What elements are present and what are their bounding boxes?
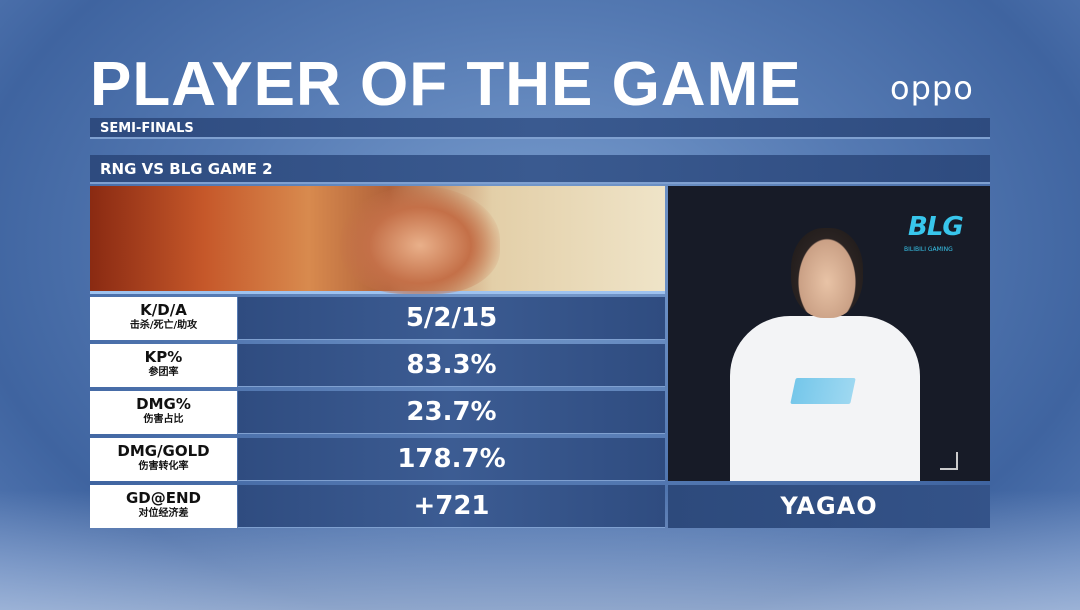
sponsor-logo: oppo [890,69,974,107]
stat-row: GD@END 对位经济差 +721 [90,485,665,528]
player-name: YAGAO [668,485,990,528]
player-photo: BLG BILIBILI GAMING [668,186,990,481]
stat-value: 178.7% [238,438,665,481]
stage-bar: SEMI-FINALS [90,118,990,139]
player-head [791,228,863,318]
stat-label-cn: 参团率 [148,367,179,378]
match-bar: RNG VS BLG GAME 2 [90,155,990,184]
stat-label: KP% 参团率 [90,344,237,387]
stat-label: K/D/A 击杀/死亡/助攻 [90,297,237,340]
stat-label-cn: 击杀/死亡/助攻 [129,320,198,331]
shirt-logo [790,378,856,404]
stat-label-cn: 对位经济差 [138,508,189,519]
stat-value: 5/2/15 [238,297,665,340]
stat-label-en: GD@END [125,489,201,507]
stat-label-en: DMG% [136,395,191,413]
champion-face [340,186,500,294]
stat-label-en: KP% [144,348,183,366]
stat-value: 83.3% [238,344,665,387]
stat-label-en: K/D/A [140,301,187,319]
stat-value: 23.7% [238,391,665,434]
page-title: PLAYER OF THE GAME [90,52,802,118]
stat-label: DMG/GOLD 伤害转化率 [90,438,237,481]
champion-splash-art [90,186,665,294]
stat-label: GD@END 对位经济差 [90,485,237,528]
stat-label-cn: 伤害占比 [143,414,184,425]
stat-label-cn: 伤害转化率 [138,461,189,472]
stat-row: DMG% 伤害占比 23.7% [90,391,665,434]
stat-row: DMG/GOLD 伤害转化率 178.7% [90,438,665,481]
stat-row: KP% 参团率 83.3% [90,344,665,387]
stat-label: DMG% 伤害占比 [90,391,237,434]
stat-row: K/D/A 击杀/死亡/助攻 5/2/15 [90,297,665,340]
stat-label-en: DMG/GOLD [117,442,210,460]
team-logo: BLG [908,212,964,242]
broadcast-mark-icon [940,452,958,470]
stat-value: +721 [238,485,665,528]
team-logo-sub: BILIBILI GAMING [904,246,953,253]
